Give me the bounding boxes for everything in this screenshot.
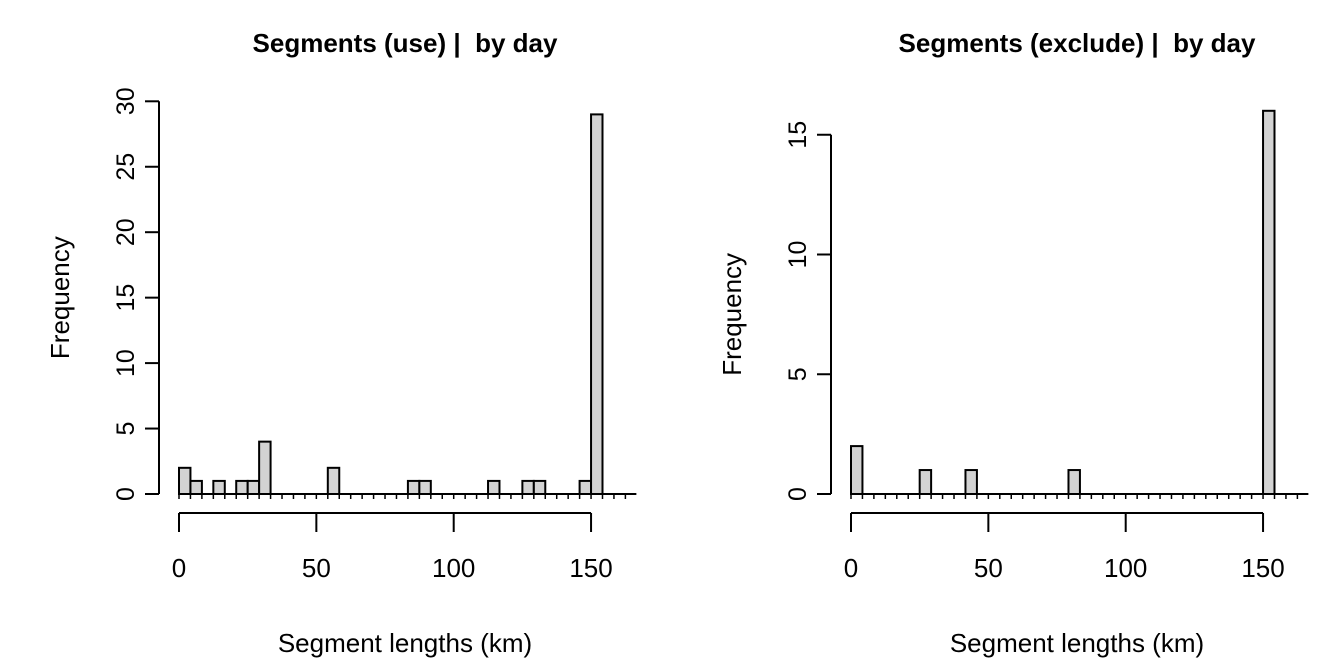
x-axis-title: Segment lengths (km) — [278, 628, 532, 658]
y-axis-title: Frequency — [45, 236, 75, 359]
histogram-right-svg: Segments (exclude) | by day 0 5 10 15 Frequen… — [717, 28, 1309, 658]
y-tick-label: 0 — [784, 487, 812, 501]
y-tick-label: 30 — [112, 87, 140, 115]
y-tick-label: 0 — [112, 487, 140, 501]
histogram-bar — [532, 479, 547, 496]
plot-title: Segments (exclude) | by day — [899, 28, 1256, 58]
histogram-left-svg: Segments (use) | by day 0 5 10 15 20 25 30 Frequ… — [45, 28, 637, 658]
histogram-bar — [578, 479, 593, 496]
y-tick-label: 15 — [784, 121, 812, 149]
histogram-bar — [1262, 109, 1276, 496]
histogram-bar — [521, 479, 535, 496]
plot-title: Segments (use) | by day — [253, 28, 558, 58]
y-tick-label: 20 — [112, 218, 140, 246]
x-tick-label: 50 — [974, 553, 1003, 583]
histogram-bar — [964, 469, 978, 495]
y-tick-label: 10 — [112, 349, 140, 377]
y-tick-label: 25 — [112, 153, 140, 181]
x-tick-label: 150 — [569, 553, 612, 583]
histogram-bar — [326, 466, 341, 496]
y-axis-title: Frequency — [717, 253, 747, 376]
histogram-bar — [178, 466, 192, 496]
y-tick-label: 10 — [784, 241, 812, 269]
histogram-panel-right: Segments (exclude) | by day 0 5 10 15 Frequen… — [672, 0, 1344, 672]
histogram-bar — [189, 479, 203, 496]
histogram-bar — [406, 479, 421, 496]
histogram-bar — [850, 445, 864, 496]
x-axis-title: Segment lengths (km) — [950, 628, 1204, 658]
x-tick-label: 100 — [432, 553, 475, 583]
histogram-panel-left: Segments (use) | by day 0 5 10 15 20 25 30 Frequ… — [45, 28, 637, 658]
histogram-bar — [258, 440, 272, 496]
x-tick-label: 50 — [302, 553, 331, 583]
histogram-bar — [918, 469, 933, 495]
y-tick-label: 5 — [784, 367, 812, 381]
histogram-bar — [487, 479, 501, 496]
histogram-bar — [212, 479, 226, 496]
histogram-bar — [235, 479, 249, 496]
histogram-bar — [246, 479, 261, 496]
x-tick-label: 0 — [172, 553, 186, 583]
y-tick-label: 5 — [112, 422, 140, 436]
y-tick-label: 15 — [112, 284, 140, 312]
x-tick-label: 100 — [1104, 553, 1147, 583]
histogram-bar — [418, 479, 432, 496]
histogram-bar — [590, 113, 604, 495]
x-tick-label: 150 — [1241, 553, 1284, 583]
x-tick-label: 0 — [844, 553, 858, 583]
histogram-bar — [1067, 469, 1081, 495]
